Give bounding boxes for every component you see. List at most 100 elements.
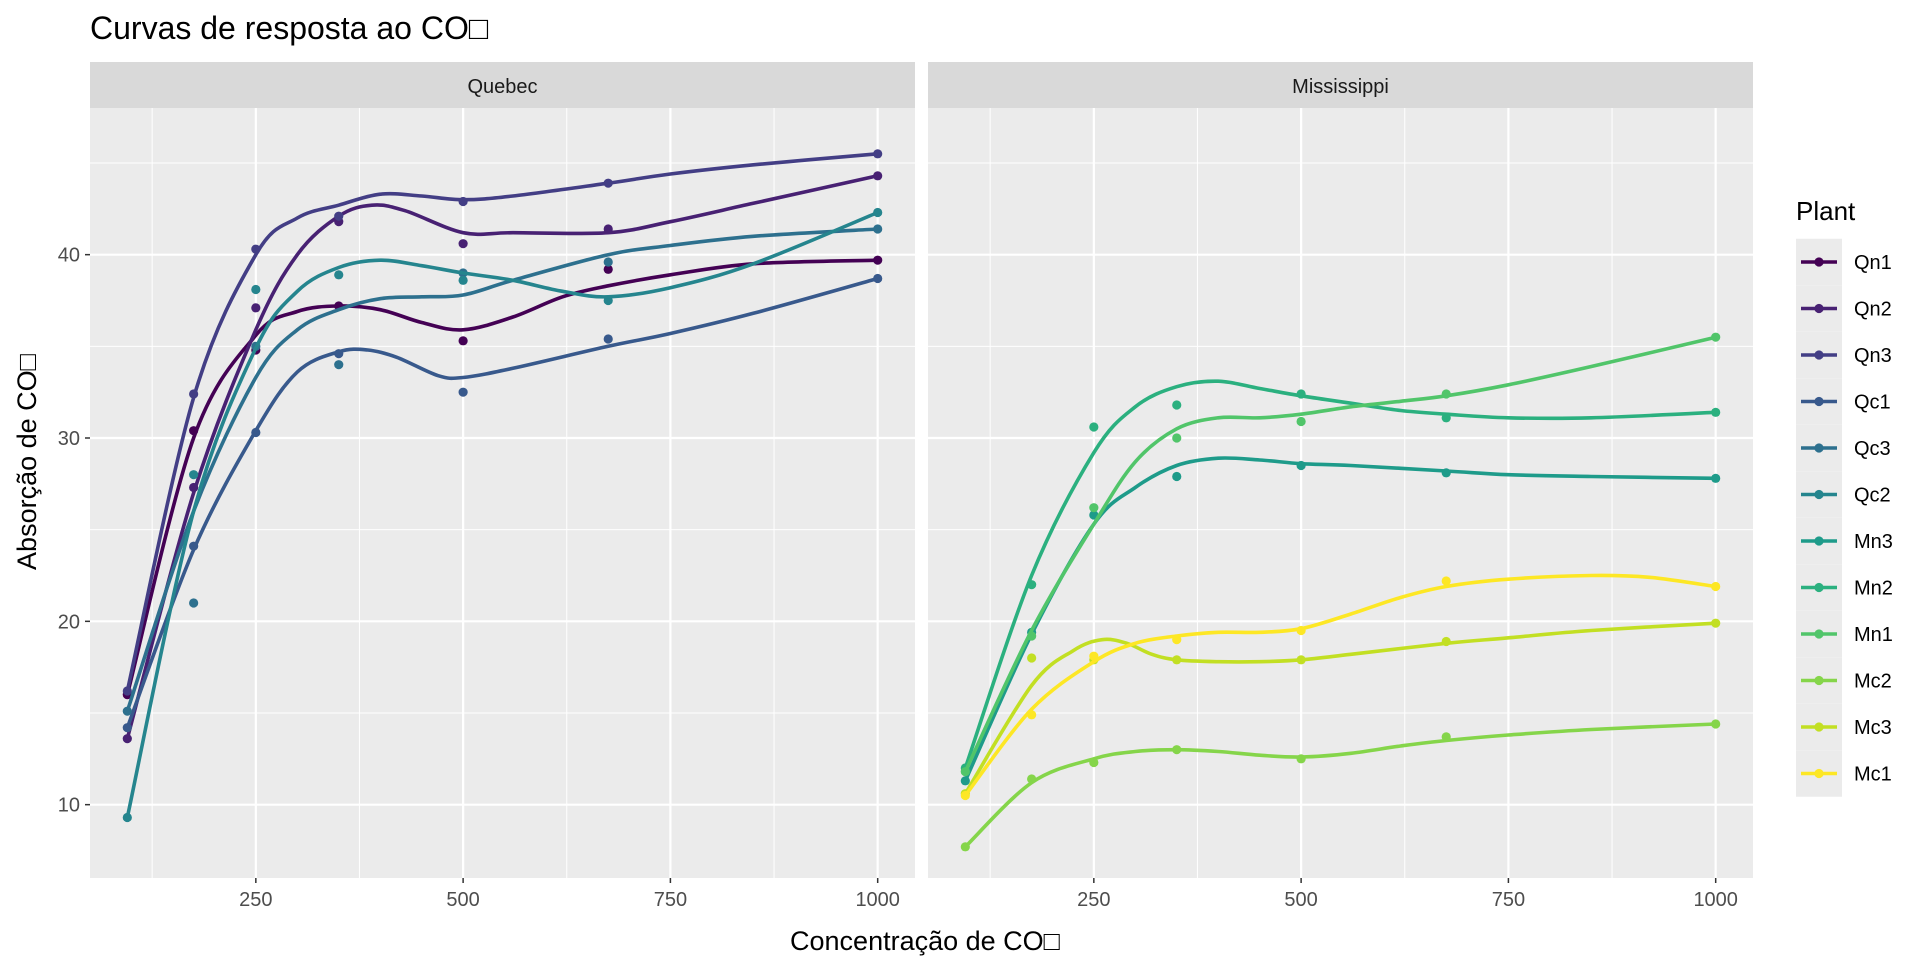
data-point [334, 360, 344, 370]
chart-title: Curvas de resposta ao CO□ [90, 10, 489, 46]
legend-label: Qc1 [1854, 392, 1891, 414]
legend-key-point [1814, 303, 1824, 314]
panel-quebec: Quebec 250 500 750 1000 10 20 30 40 [58, 62, 915, 911]
x-tick-label: 500 [446, 889, 479, 911]
legend-label: Qc2 [1854, 485, 1891, 507]
legend-key-point [1814, 582, 1824, 593]
legend-item-qc3: Qc3 [1796, 424, 1891, 472]
panel-mississippi: Mississippi 250 500 750 1000 [928, 62, 1753, 911]
legend-label: Mc2 [1854, 671, 1892, 693]
legend-key-point [1814, 629, 1824, 639]
legend-item-mc3: Mc3 [1796, 703, 1892, 751]
data-point [334, 211, 344, 221]
legend-item-qc1: Qc1 [1796, 378, 1891, 425]
series-mn1 [960, 332, 1721, 777]
strip-label: Mississippi [1292, 76, 1389, 98]
x-tick-label: 1000 [1693, 889, 1738, 911]
data-point [251, 303, 261, 313]
series-line [963, 722, 1718, 849]
x-tick-label: 1000 [855, 889, 900, 911]
panel-background [90, 108, 915, 878]
series-line [125, 174, 880, 741]
strip-background [928, 62, 1753, 108]
legend-item-mc1: Mc1 [1796, 750, 1892, 797]
series-line [963, 335, 1718, 774]
panel-background [928, 108, 1753, 878]
legend: Plant Qn1 Qn2 Qn3 Qc1 Qc3 Qc2 Mn3 Mn2 Mn1 Mc2 Mc3 Mc… [1796, 196, 1893, 797]
data-point [189, 470, 199, 480]
data-point [1441, 576, 1451, 586]
legend-key-point [1814, 489, 1824, 500]
series-mn2 [960, 379, 1721, 773]
x-tick-label: 750 [654, 889, 687, 911]
legend-item-qn1: Qn1 [1796, 238, 1892, 286]
series-mc2 [960, 719, 1721, 852]
legend-item-qn2: Qn2 [1796, 285, 1892, 332]
data-point [1296, 416, 1306, 427]
series-qc2 [122, 207, 883, 823]
legend-label: Qn3 [1854, 345, 1892, 367]
legend-item-mn2: Mn2 [1796, 564, 1893, 611]
y-tick-label: 20 [58, 611, 80, 633]
legend-item-qn3: Qn3 [1796, 331, 1892, 379]
legend-label: Mn1 [1854, 624, 1893, 646]
y-tick-label: 30 [58, 428, 80, 450]
data-point [334, 270, 344, 280]
data-point [1172, 400, 1182, 410]
series-line [125, 258, 880, 697]
series-qn3 [122, 149, 883, 696]
series-mc1 [960, 573, 1721, 801]
x-tick-label: 750 [1492, 889, 1525, 911]
series-line [125, 227, 880, 713]
data-point [603, 264, 613, 274]
x-axis-label: Concentração de CO□ [790, 926, 1061, 956]
y-tick-label: 40 [58, 245, 80, 267]
data-point [1172, 433, 1182, 443]
legend-item-mn3: Mn3 [1796, 517, 1893, 565]
x-tick-label: 250 [1077, 889, 1110, 911]
legend-label: Qc3 [1854, 438, 1891, 460]
legend-label: Mn2 [1854, 578, 1893, 600]
data-point [458, 336, 468, 346]
data-point [458, 239, 468, 249]
data-point [1089, 503, 1099, 513]
series-qc3 [122, 224, 883, 716]
legend-item-mn1: Mn1 [1796, 610, 1893, 658]
y-tick-label: 10 [58, 795, 80, 817]
series-line [963, 573, 1718, 798]
x-tick-label: 500 [1284, 889, 1317, 911]
data-point [603, 257, 613, 267]
legend-label: Mn3 [1854, 531, 1893, 553]
legend-item-qc2: Qc2 [1796, 471, 1891, 518]
y-axis-label: Absorção de CO□ [12, 353, 42, 570]
series-qn2 [122, 171, 883, 744]
panels: Quebec 250 500 750 1000 10 20 30 40 Mississippi 25… [58, 62, 1753, 911]
legend-label: Qn2 [1854, 299, 1892, 321]
data-point [458, 387, 468, 397]
legend-title: Plant [1796, 196, 1856, 226]
legend-key-point [1814, 768, 1824, 779]
data-point [189, 598, 199, 608]
legend-key-point [1814, 675, 1824, 686]
legend-key-point [1814, 396, 1824, 407]
legend-key-point [1814, 350, 1824, 360]
legend-label: Qn1 [1854, 252, 1892, 274]
legend-key-point [1814, 722, 1824, 732]
legend-item-mc2: Mc2 [1796, 657, 1892, 704]
legend-label: Mc3 [1854, 717, 1892, 739]
data-point [1172, 471, 1182, 482]
x-tick-label: 250 [239, 889, 272, 911]
legend-label: Mc1 [1854, 764, 1892, 786]
data-point [1089, 422, 1099, 432]
strip-background [90, 62, 915, 108]
legend-key-point [1814, 536, 1824, 546]
legend-key-point [1814, 443, 1824, 453]
legend-key-point [1814, 257, 1824, 267]
strip-label: Quebec [467, 76, 537, 98]
data-point [458, 275, 468, 285]
data-point [251, 284, 261, 295]
series-line [125, 152, 880, 693]
data-point [1027, 653, 1037, 663]
